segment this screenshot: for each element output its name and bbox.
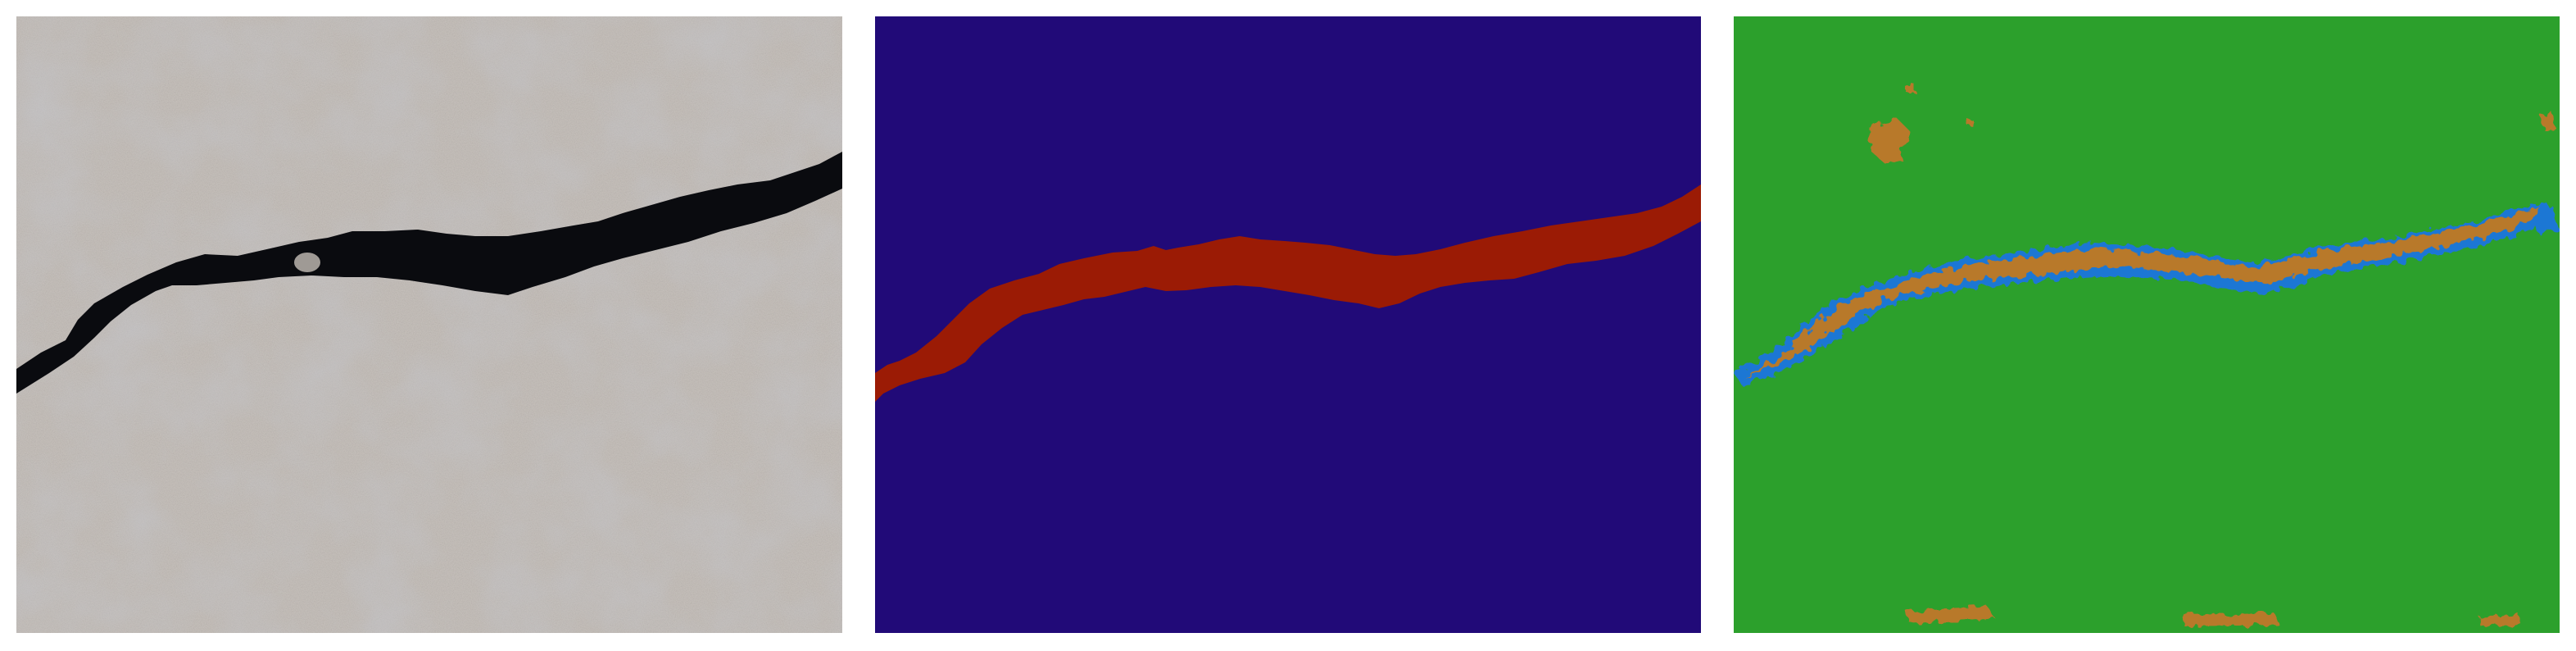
prediction-regions	[1734, 84, 2556, 626]
prediction-noise-bottom-2	[2180, 613, 2279, 626]
prediction-panel	[1734, 16, 2560, 633]
crack-prediction-icon	[1734, 16, 2560, 633]
crack-region	[16, 152, 842, 394]
prediction-background	[1734, 16, 2560, 633]
input-photo-panel	[16, 16, 842, 633]
concrete-stains	[16, 16, 842, 633]
prediction-noise-dot-1	[1906, 84, 1914, 92]
prediction-edge-band	[1734, 201, 2553, 385]
prediction-noise-bottom-1	[1906, 607, 1996, 623]
concrete-crack-photo-icon	[16, 16, 842, 633]
ground-truth-mask-panel	[875, 16, 1701, 633]
prediction-noise-bottom-3	[2479, 615, 2522, 626]
mask-crack	[875, 184, 1701, 402]
mask-background	[875, 16, 1701, 633]
prediction-noise-dot-2	[1967, 119, 1972, 125]
pebble	[294, 253, 320, 272]
prediction-crack	[1742, 207, 2541, 377]
crack-mask-icon	[875, 16, 1701, 633]
prediction-noise-top	[1869, 119, 1910, 164]
prediction-noise-right	[2541, 113, 2555, 130]
prediction-edge-right	[2533, 207, 2556, 234]
